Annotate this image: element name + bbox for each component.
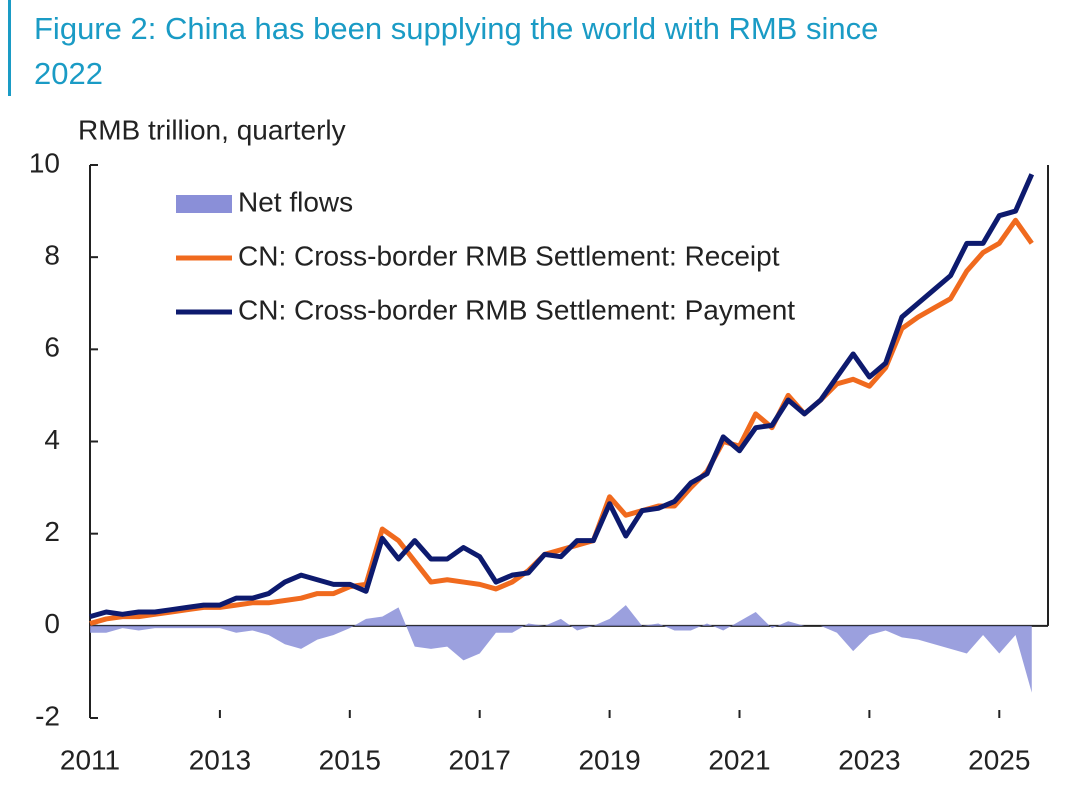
y-tick-label: 6 — [44, 332, 60, 363]
chart-title: 2022 — [34, 56, 103, 91]
y-tick-label: 2 — [44, 516, 60, 547]
y-axis-label: RMB trillion, quarterly — [78, 114, 346, 145]
x-tick-label: 2017 — [449, 744, 511, 775]
series-line — [89, 217, 1034, 626]
series-line — [89, 173, 1035, 620]
legend-label: Net flows — [238, 186, 353, 217]
y-tick-label: -2 — [35, 700, 60, 731]
x-tick-label: 2019 — [578, 744, 640, 775]
net-flows-area — [90, 605, 1032, 693]
y-tick-label: 4 — [44, 424, 60, 455]
x-tick-label: 2013 — [189, 744, 251, 775]
x-tick-label: 2011 — [60, 744, 120, 775]
legend-label: CN: Cross-border RMB Settlement: Receipt — [238, 240, 780, 271]
x-tick-label: 2015 — [319, 744, 381, 775]
x-tick-label: 2021 — [708, 744, 770, 775]
x-tick-label: 2023 — [838, 744, 900, 775]
legend-label: CN: Cross-border RMB Settlement: Payment — [238, 294, 795, 325]
title-bar — [8, 0, 11, 96]
x-tick-label: 2025 — [968, 744, 1030, 775]
y-tick-label: 8 — [44, 240, 60, 271]
y-tick-label: 10 — [29, 147, 60, 178]
legend-swatch — [176, 195, 232, 213]
y-tick-label: 0 — [44, 608, 60, 639]
chart-title: Figure 2: China has been supplying the w… — [34, 11, 878, 46]
